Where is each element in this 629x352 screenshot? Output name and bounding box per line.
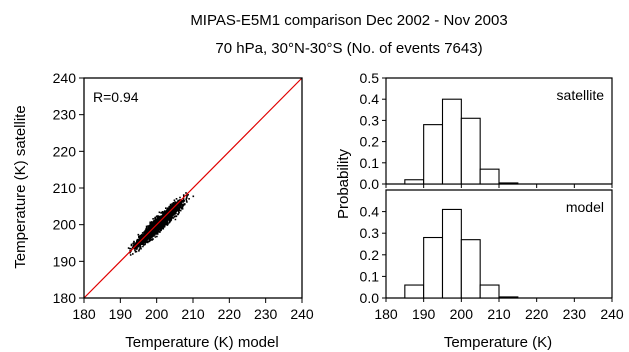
model-hist-y-tick-label: 0.2 [360,247,380,263]
correlation-annotation: R=0.94 [93,89,139,105]
satellite-hist-bar [441,98,462,185]
satellite-hist-y-tick-label: 0.4 [360,91,380,107]
scatter-y-tick-label: 210 [53,180,77,196]
scatter-x-ticks: 180 190 200 210 220 230 240 [72,298,314,322]
histogram-model-panel: 0.0 0.1 0.2 0.3 0.4 180 190 200 210 220 230 240 mode… [360,189,624,322]
satellite-hist-bar [479,168,500,185]
scatter-y-ticks: 180 190 200 210 220 230 240 [53,70,84,306]
model-hist-bar [404,284,425,299]
model-hist-x-tick-label: 220 [525,306,549,322]
scatter-x-tick-label: 210 [181,306,205,322]
satellite-hist-bar [404,179,425,185]
satellite-hist-bar [498,182,519,185]
scatter-y-tick-label: 190 [53,253,77,269]
scatter-y-tick-label: 240 [53,70,77,86]
satellite-hist-label: satellite [557,87,605,103]
model-hist-bar [479,284,500,299]
satellite-hist-y-tick-label: 0.0 [360,176,380,192]
model-hist-bar [441,208,462,299]
model-hist-bar [423,236,444,299]
satellite-hist-y-tick-label: 0.3 [360,112,380,128]
scatter-y-axis-label: Temperature (K) satellite [12,105,29,268]
scatter-points [127,192,195,256]
satellite-hist-y-tick-label: 0.1 [360,155,380,171]
model-hist-y-tick-label: 0.1 [360,268,380,284]
scatter-y-tick-label: 200 [53,217,77,233]
title-line-1: MIPAS-E5M1 comparison Dec 2002 - Nov 200… [190,12,507,29]
scatter-y-tick-label: 230 [53,107,77,123]
scatter-x-tick-label: 240 [290,306,314,322]
title-line-2: 70 hPa, 30°N-30°S (No. of events 7643) [215,40,482,57]
scatter-x-tick-label: 190 [109,306,133,322]
scatter-x-tick-label: 180 [72,306,96,322]
model-hist-x-tick-label: 240 [600,306,624,322]
model-hist-bar [460,239,481,299]
scatter-panel: 180 190 200 210 220 230 240 180 190 200 210 220 230… [12,70,314,351]
histogram-y-axis-label: Probability [335,148,352,219]
satellite-hist-bar [460,117,481,185]
satellite-hist-bar [423,124,444,185]
satellite-hist-frame [385,77,613,184]
model-hist-y-tick-label: 0.0 [360,290,380,306]
model-hist-x-tick-label: 230 [563,306,587,322]
model-hist-y-tick-label: 0.4 [360,204,380,220]
model-hist-x-tick-label: 210 [487,306,511,322]
histogram-x-axis-label: Temperature (K) [444,334,552,351]
scatter-x-axis-label: Temperature (K) model [125,334,278,351]
satellite-hist-y-tick-label: 0.2 [360,134,380,150]
scatter-y-tick-label: 220 [53,143,77,159]
model-hist-x-tick-label: 200 [450,306,474,322]
model-hist-frame [385,189,613,298]
model-hist-bar [498,296,519,299]
model-hist-label: model [566,199,604,215]
histogram-satellite-panel: 0.0 0.1 0.2 0.3 0.4 0.5 satellite [360,70,613,192]
satellite-hist-y-tick-label: 0.5 [360,70,380,86]
scatter-cloud [127,192,195,256]
scatter-y-tick-label: 180 [53,290,77,306]
model-hist-x-tick-label: 180 [374,306,398,322]
model-hist-x-tick-label: 190 [412,306,436,322]
scatter-x-tick-label: 220 [218,306,242,322]
scatter-x-tick-label: 230 [254,306,278,322]
one-to-one-line [83,77,303,299]
model-hist-y-tick-label: 0.3 [360,225,380,241]
scatter-x-tick-label: 200 [145,306,169,322]
